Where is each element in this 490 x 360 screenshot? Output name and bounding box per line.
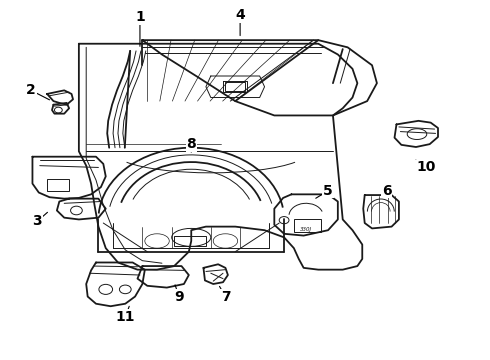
Text: 2: 2 (26, 84, 36, 97)
Text: 8: 8 (186, 137, 196, 151)
Text: 1: 1 (135, 10, 145, 24)
Bar (225, 82, 245, 91)
Bar (47, 179, 69, 192)
Text: 7: 7 (220, 289, 230, 303)
Text: 330J: 330J (300, 227, 312, 231)
Text: 4: 4 (235, 8, 245, 22)
Text: 3: 3 (32, 214, 42, 228)
Bar (174, 235, 206, 246)
Text: 6: 6 (382, 184, 392, 198)
Text: 9: 9 (174, 289, 184, 303)
Bar (294, 220, 321, 232)
Text: 5: 5 (323, 184, 333, 198)
Text: 11: 11 (116, 310, 135, 324)
Text: 10: 10 (416, 161, 436, 175)
